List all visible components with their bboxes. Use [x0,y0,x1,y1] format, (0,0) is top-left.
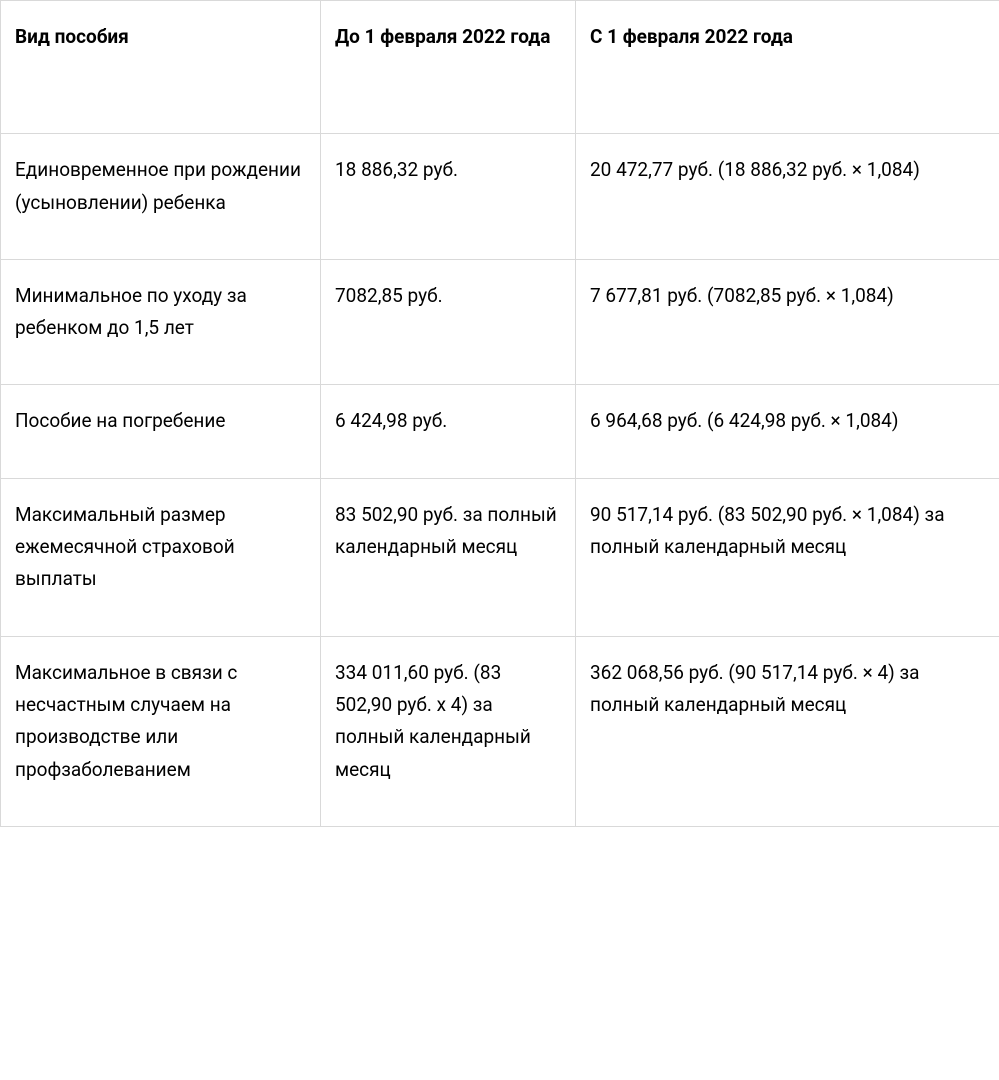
table-header-row: Вид пособия До 1 февраля 2022 года С 1 ф… [1,1,999,134]
table-row: Максимальный размер ежемесячной страхово… [1,478,999,636]
cell-from-feb: 7 677,81 руб. (7082,85 руб. × 1,084) [576,259,999,385]
cell-benefit-type: Пособие на погребение [1,385,321,478]
cell-before-feb: 18 886,32 руб. [321,134,576,260]
cell-before-feb: 83 502,90 руб. за полный календарный мес… [321,478,576,636]
cell-before-feb: 334 011,60 руб. (83 502,90 руб. х 4) за … [321,636,576,826]
cell-from-feb: 6 964,68 руб. (6 424,98 руб. × 1,084) [576,385,999,478]
table-row: Минимальное по уходу за ребенком до 1,5 … [1,259,999,385]
cell-benefit-type: Минимальное по уходу за ребенком до 1,5 … [1,259,321,385]
table-row: Пособие на погребение 6 424,98 руб. 6 96… [1,385,999,478]
header-before-feb: До 1 февраля 2022 года [321,1,576,134]
cell-from-feb: 90 517,14 руб. (83 502,90 руб. × 1,084) … [576,478,999,636]
cell-benefit-type: Максимальный размер ежемесячной страхово… [1,478,321,636]
header-benefit-type: Вид пособия [1,1,321,134]
cell-before-feb: 6 424,98 руб. [321,385,576,478]
table-row: Максимальное в связи с несчастным случае… [1,636,999,826]
cell-from-feb: 362 068,56 руб. (90 517,14 руб. × 4) за … [576,636,999,826]
header-from-feb: С 1 февраля 2022 года [576,1,999,134]
cell-from-feb: 20 472,77 руб. (18 886,32 руб. × 1,084) [576,134,999,260]
table-row: Единовременное при рождении (усыновлении… [1,134,999,260]
benefits-table: Вид пособия До 1 февраля 2022 года С 1 ф… [0,0,999,827]
cell-benefit-type: Максимальное в связи с несчастным случае… [1,636,321,826]
cell-benefit-type: Единовременное при рождении (усыновлении… [1,134,321,260]
cell-before-feb: 7082,85 руб. [321,259,576,385]
